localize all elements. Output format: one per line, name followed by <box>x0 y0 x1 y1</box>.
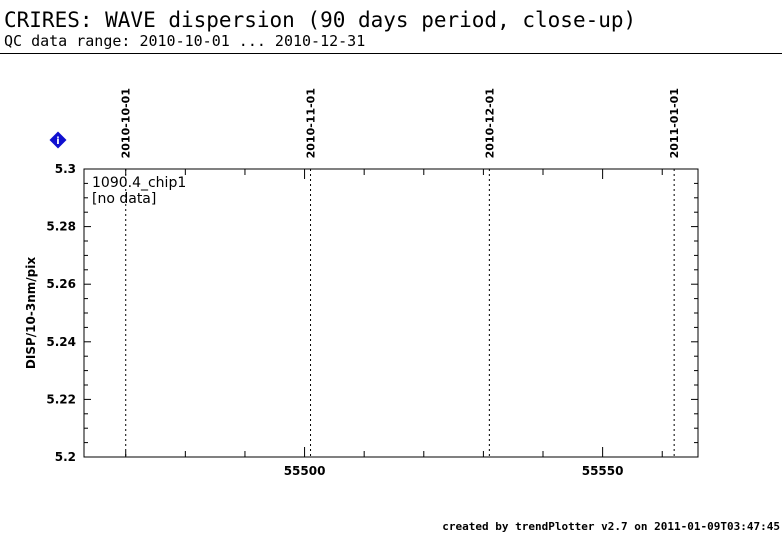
y-tick-label: 5.24 <box>46 335 76 349</box>
x-tick-label: 55550 <box>582 464 624 478</box>
date-marker-label: 2010-12-01 <box>483 88 496 158</box>
y-tick-label: 5.2 <box>55 450 76 464</box>
date-marker-label: 2010-10-01 <box>120 88 133 158</box>
series-label: 1090.4_chip1 <box>92 175 186 191</box>
date-marker-label: 2011-01-01 <box>668 88 681 158</box>
x-tick-label: 55500 <box>284 464 326 478</box>
date-marker-label: 2010-11-01 <box>305 88 318 158</box>
footer-credit: created by trendPlotter v2.7 on 2011-01-… <box>442 520 780 533</box>
page-title: CRIRES: WAVE dispersion (90 days period,… <box>4 8 637 32</box>
y-tick-label: 5.22 <box>46 392 76 406</box>
qc-date-range: QC data range: 2010-10-01 ... 2010-12-31 <box>4 32 366 50</box>
y-tick-label: 5.26 <box>46 277 76 291</box>
info-diamond-icon[interactable]: i <box>49 131 67 149</box>
y-tick-label: 5.3 <box>55 162 76 176</box>
header-divider <box>0 53 782 54</box>
y-axis-label: DISP/10-3nm/pix <box>24 257 38 369</box>
plot-frame <box>83 168 699 458</box>
y-tick-label: 5.28 <box>46 220 76 234</box>
no-data-label: [no data] <box>92 191 156 207</box>
info-glyph: i <box>56 136 59 147</box>
